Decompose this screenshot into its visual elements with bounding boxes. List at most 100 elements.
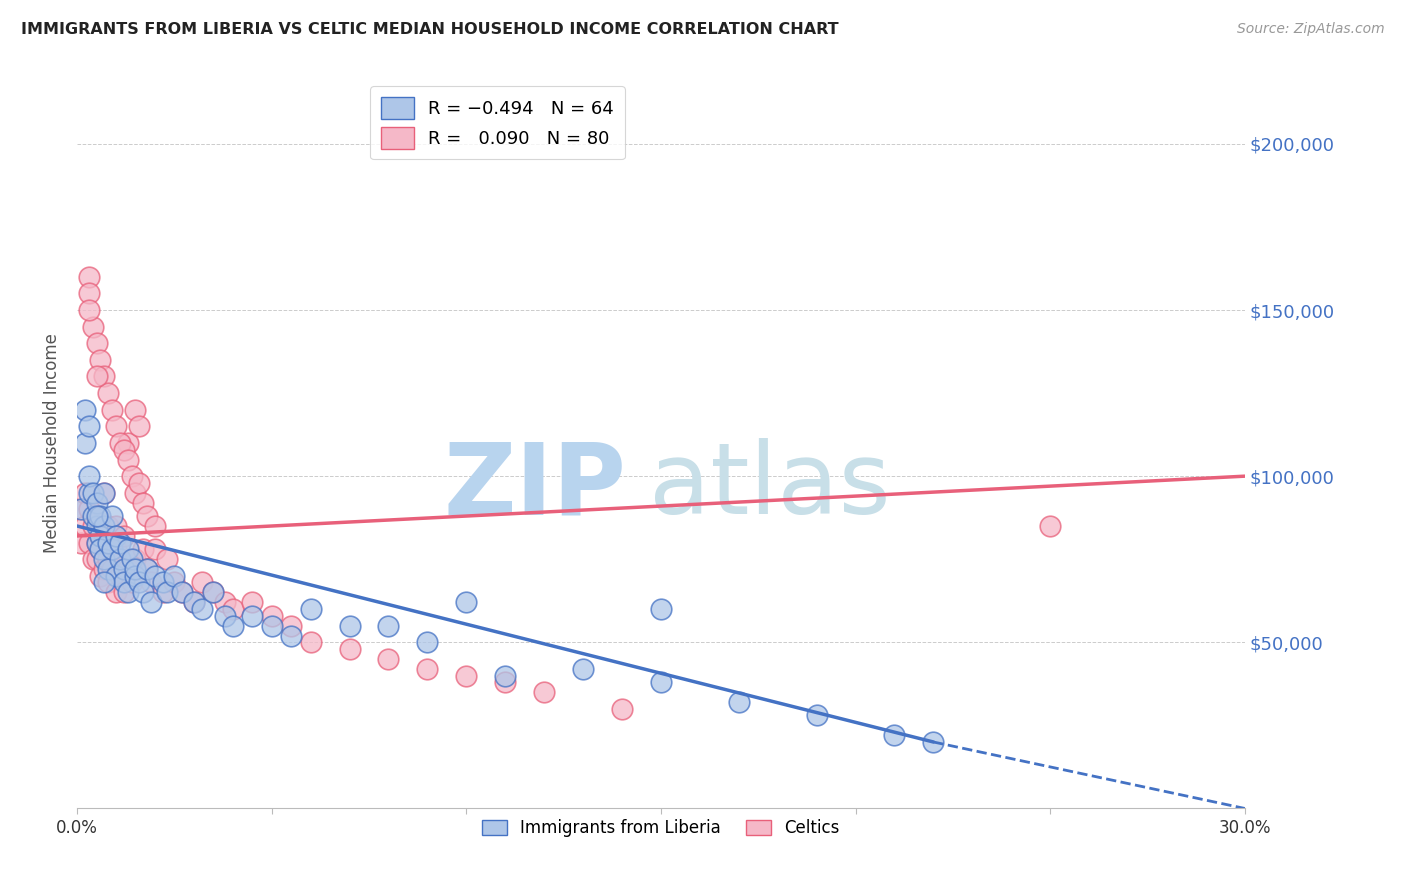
Point (97, 386, 120, 401)
Point (93, 529, 115, 543)
Point (124, 552, 146, 566)
Legend: Immigrants from Liberia, Celtics: Immigrants from Liberia, Celtics (475, 813, 846, 844)
Point (70, 502, 93, 516)
Point (456, 668, 478, 682)
Point (214, 608, 236, 623)
Point (124, 485, 146, 500)
Point (280, 618, 302, 632)
Point (97, 562, 120, 576)
Point (82, 319, 104, 334)
Point (70, 502, 93, 516)
Point (97, 535, 120, 549)
Point (806, 708, 828, 723)
Point (172, 585, 194, 599)
Point (132, 585, 155, 599)
Text: IMMIGRANTS FROM LIBERIA VS CELTIC MEDIAN HOUSEHOLD INCOME CORRELATION CHART: IMMIGRANTS FROM LIBERIA VS CELTIC MEDIAN… (21, 22, 839, 37)
Point (77, 485, 100, 500)
Point (260, 618, 283, 632)
Point (86, 336, 108, 351)
Point (86, 535, 108, 549)
Point (494, 668, 516, 682)
Point (883, 728, 905, 742)
Point (77, 269, 100, 284)
Y-axis label: Median Household Income: Median Household Income (44, 333, 60, 553)
Point (456, 595, 478, 609)
Point (108, 535, 131, 549)
Point (202, 585, 225, 599)
Text: Source: ZipAtlas.com: Source: ZipAtlas.com (1237, 22, 1385, 37)
Point (112, 562, 135, 576)
Point (73, 436, 96, 450)
Point (86, 519, 108, 533)
Point (117, 452, 139, 467)
Point (86, 369, 108, 384)
Point (89, 542, 111, 557)
Point (1039, 519, 1062, 533)
Point (101, 535, 124, 549)
Point (73, 519, 96, 533)
Point (89, 529, 111, 543)
Point (172, 585, 194, 599)
Point (650, 602, 672, 616)
Point (117, 542, 139, 557)
Point (108, 569, 131, 583)
Point (77, 419, 100, 434)
Point (117, 436, 139, 450)
Point (139, 595, 162, 609)
Point (124, 569, 146, 583)
Point (86, 496, 108, 510)
Point (86, 535, 108, 549)
Point (93, 485, 115, 500)
Point (101, 562, 124, 576)
Point (121, 469, 143, 483)
Point (139, 575, 162, 590)
Point (260, 608, 283, 623)
Point (93, 369, 115, 384)
Point (650, 675, 672, 690)
Point (89, 542, 111, 557)
Point (93, 552, 115, 566)
Point (143, 542, 166, 557)
Point (86, 509, 108, 524)
Point (82, 552, 104, 566)
Point (132, 542, 155, 557)
Point (86, 509, 108, 524)
Point (121, 575, 143, 590)
Point (112, 529, 135, 543)
Point (82, 519, 104, 533)
Point (82, 485, 104, 500)
Point (77, 502, 100, 516)
Point (299, 602, 322, 616)
Point (112, 575, 135, 590)
Point (143, 569, 166, 583)
Text: atlas: atlas (650, 438, 891, 535)
Point (124, 562, 146, 576)
Point (240, 595, 263, 609)
Point (190, 575, 212, 590)
Point (572, 662, 595, 676)
Point (108, 552, 131, 566)
Point (727, 695, 749, 709)
Point (112, 585, 135, 599)
Point (214, 595, 236, 609)
Point (222, 602, 245, 616)
Point (922, 735, 945, 749)
Point (93, 519, 115, 533)
Point (132, 496, 155, 510)
Point (156, 552, 179, 566)
Point (77, 303, 100, 318)
Point (93, 575, 115, 590)
Point (117, 585, 139, 599)
Point (128, 575, 150, 590)
Point (190, 602, 212, 616)
Point (143, 519, 166, 533)
Point (240, 608, 263, 623)
Point (202, 585, 225, 599)
Point (82, 509, 104, 524)
Point (101, 509, 124, 524)
Point (152, 575, 174, 590)
Point (105, 529, 128, 543)
Point (156, 585, 179, 599)
Point (89, 352, 111, 367)
Point (533, 685, 555, 699)
